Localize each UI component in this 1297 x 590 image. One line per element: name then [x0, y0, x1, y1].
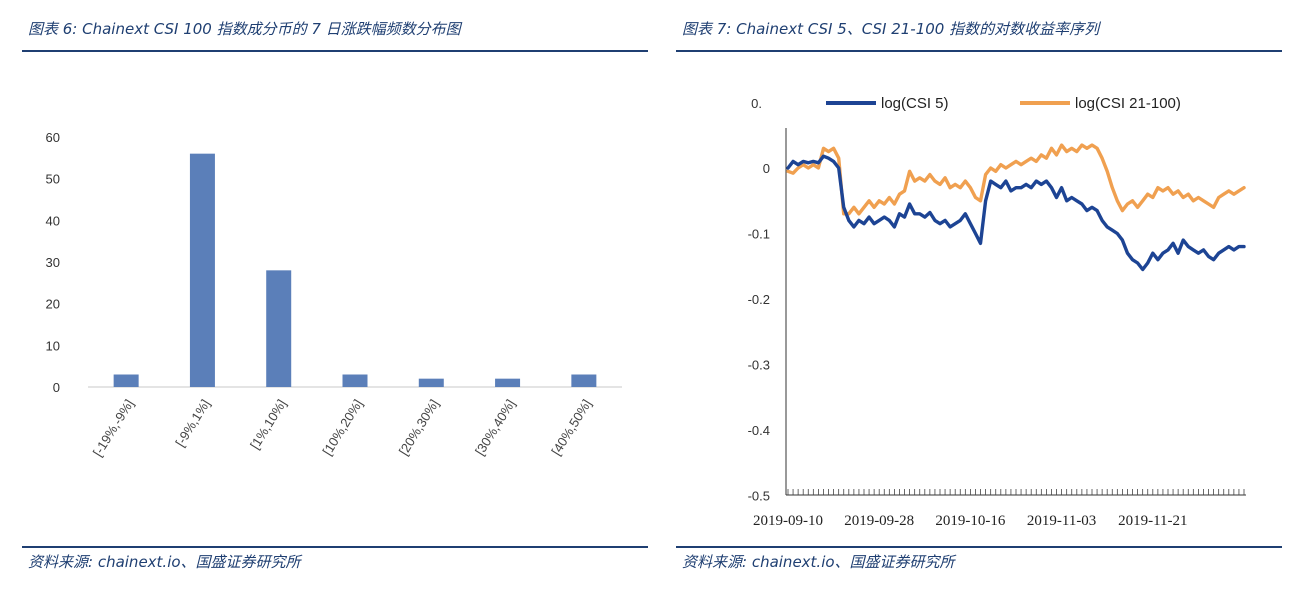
y-tick-label: -0.2 [748, 292, 770, 307]
bar [266, 270, 292, 387]
figure-6-top-rule [22, 50, 648, 52]
x-tick-label: 2019-10-16 [935, 513, 1005, 529]
bar [342, 374, 368, 387]
y-tick-label: 50 [46, 172, 60, 187]
figure-7-panel: 图表 7: Chainext CSI 5、CSI 21-100 指数的对数收益率… [676, 0, 1282, 590]
bar [418, 378, 444, 387]
series-line-csi5 [786, 154, 1246, 272]
x-tick-label: 2019-11-03 [1027, 513, 1096, 529]
y-tick-label: -0.3 [748, 358, 770, 373]
category-label: [-19%,-9%] [90, 397, 137, 459]
figure-7-top-rule [676, 50, 1282, 52]
figure-6-bottom-rule [22, 546, 648, 548]
legend-label: log(CSI 5) [881, 95, 949, 112]
x-tick-label: 2019-09-10 [753, 513, 823, 529]
bar [571, 374, 597, 387]
bar [113, 374, 139, 387]
x-tick-label: 2019-11-21 [1118, 513, 1187, 529]
x-tick-label: 2019-09-28 [844, 513, 914, 529]
y-tick-label: -0.4 [748, 423, 770, 438]
line-chart: -0.5 -0.4 -0.3 -0.2 -0.1 0 0. 2019-09-10 2019-09… [748, 95, 1246, 529]
y-tick-label: 20 [46, 297, 60, 312]
figure-6-title: 图表 6: Chainext CSI 100 指数成分币的 7 日涨跌幅频数分布… [28, 20, 461, 38]
bar [495, 378, 521, 387]
figure-7-bottom-rule [676, 546, 1282, 548]
bar [189, 153, 215, 387]
y-tick-label: 10 [46, 338, 60, 353]
y-tick-label: 30 [46, 255, 60, 270]
category-label: [1%,10%] [247, 397, 289, 452]
bar-chart: 0 10 20 30 40 50 60 [-19%,-9%] [-9%,1%] [1%,10%] [… [46, 130, 622, 459]
category-label: [-9%,1%] [172, 397, 213, 450]
category-label: [40%,50%] [548, 397, 594, 458]
series-line-csi21-100 [786, 143, 1246, 216]
y-tick-label: 60 [46, 130, 60, 145]
figure-6-source: 资料来源: chainext.io、国盛证券研究所 [28, 553, 301, 571]
y-tick-label: -0.5 [748, 489, 770, 504]
y-tick-label-top: 0. [751, 96, 762, 111]
category-label: [30%,40%] [472, 397, 518, 458]
figure-7-source: 资料来源: chainext.io、国盛证券研究所 [682, 553, 955, 571]
figure-6-panel: 图表 6: Chainext CSI 100 指数成分币的 7 日涨跌幅频数分布… [22, 0, 648, 590]
legend-label: log(CSI 21-100) [1075, 95, 1181, 112]
y-tick-label: 0 [53, 380, 60, 395]
category-label: [10%,20%] [320, 397, 366, 458]
category-label: [20%,30%] [396, 397, 442, 458]
y-tick-label: 0 [763, 161, 770, 176]
y-tick-label: 40 [46, 213, 60, 228]
y-tick-label: -0.1 [748, 227, 770, 242]
figure-7-title: 图表 7: Chainext CSI 5、CSI 21-100 指数的对数收益率… [682, 20, 1100, 38]
